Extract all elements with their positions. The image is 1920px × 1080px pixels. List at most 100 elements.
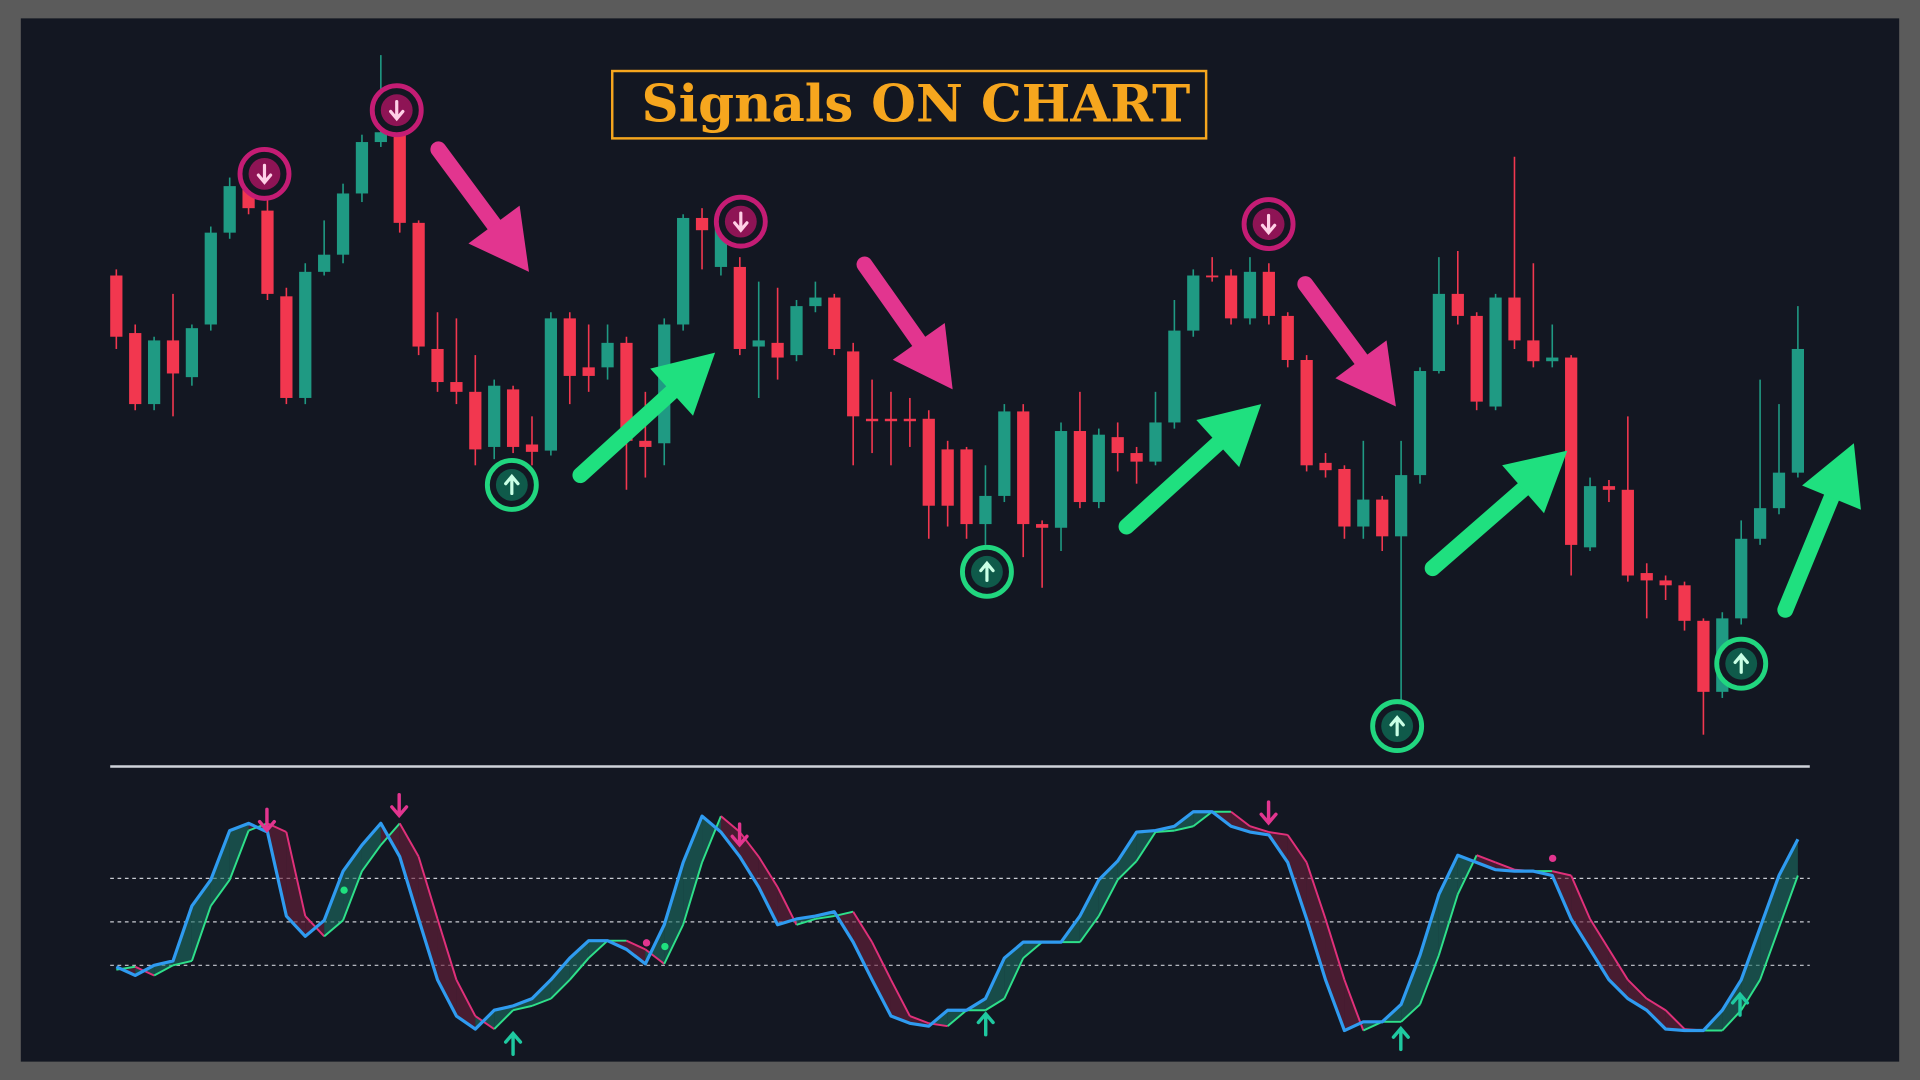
candle-body [525, 444, 539, 452]
buy-tick [1391, 1025, 1410, 1052]
signal-line [1778, 875, 1799, 928]
candle-body [1470, 315, 1483, 402]
sell-tick [730, 822, 749, 848]
signal-arrow [733, 211, 749, 233]
candle-body [1149, 422, 1162, 462]
band-fill [853, 911, 873, 980]
buy-tick [504, 1030, 523, 1056]
chart-title: Signals ON CHART [642, 74, 1191, 134]
candle-body [1168, 330, 1181, 423]
signal-line [172, 960, 193, 967]
candle-body [1092, 434, 1105, 503]
band-fill [739, 832, 759, 888]
candle-body [677, 217, 690, 325]
signal-line [871, 941, 892, 981]
candle-body [204, 232, 217, 325]
candle-body [1243, 271, 1257, 319]
band-fill [361, 823, 381, 872]
signal-line [531, 997, 552, 1007]
trend-arrow-head [650, 352, 716, 416]
candle-body [1376, 499, 1389, 537]
signal-line [1589, 918, 1610, 950]
buy-tick [1730, 991, 1750, 1017]
candle-body [1791, 348, 1805, 473]
band-fill [550, 958, 570, 999]
candle-body [147, 340, 161, 405]
candle-body [280, 296, 293, 398]
candle-body [790, 306, 803, 356]
candle-body [960, 449, 973, 525]
signal-line [342, 870, 363, 921]
signal-line [720, 815, 741, 833]
candle-body [1054, 431, 1068, 528]
signal-line [1117, 860, 1138, 881]
candle-body [129, 333, 142, 405]
candle-body [1262, 271, 1275, 316]
candle-body [1678, 585, 1691, 621]
band-fill [1722, 979, 1742, 1031]
band-fill [1646, 998, 1666, 1030]
sell-tick [390, 792, 409, 819]
signal-line [304, 915, 325, 938]
signal-arrow [1260, 213, 1277, 236]
candle-body [1659, 580, 1672, 586]
signal-line [1608, 948, 1629, 981]
cross-dot [642, 939, 651, 947]
candle-body [582, 367, 595, 376]
signal-line [436, 918, 458, 981]
candle-body [1073, 431, 1087, 503]
candle-body [1357, 499, 1370, 527]
trend-arrow-head [1502, 450, 1568, 514]
signal-line [890, 979, 911, 1017]
candle-body [695, 217, 709, 231]
signal-line [1155, 829, 1175, 834]
candle-body [431, 348, 444, 383]
signal-line [588, 939, 609, 959]
candle-body [884, 418, 898, 422]
candle-body [809, 297, 822, 307]
candle-body [318, 254, 331, 272]
signal-line [361, 844, 382, 872]
sell-tick [257, 807, 276, 833]
signal-line [1664, 1009, 1686, 1030]
candle-body [1036, 524, 1049, 528]
trend-arrow-shaft [1424, 478, 1535, 577]
candle-body [941, 449, 954, 506]
trend-arrow-head [1196, 404, 1262, 468]
title-box [611, 69, 1208, 140]
signal-line [852, 911, 873, 943]
band-fill [399, 823, 419, 919]
signal-line [1286, 834, 1308, 864]
band-fill [720, 816, 740, 857]
candle-body [1338, 468, 1351, 527]
signal-arrow [1733, 652, 1749, 674]
candle-body [299, 271, 312, 398]
candle-body [1697, 620, 1710, 692]
signal-line [210, 879, 231, 907]
candle-body [1508, 297, 1521, 341]
candle-body [412, 222, 425, 347]
candle-body [355, 142, 369, 194]
candle-body [1394, 475, 1408, 537]
signal-line [1495, 861, 1515, 871]
candle-body [488, 385, 501, 447]
signal-arrow [979, 560, 995, 582]
signal-line [190, 905, 212, 962]
band-fill [664, 862, 684, 964]
cross-dot [340, 886, 348, 894]
candle-body [1017, 411, 1030, 525]
candle-body [1527, 340, 1540, 362]
candle-body [1130, 453, 1143, 462]
signal-line [153, 964, 174, 977]
band-fill [1117, 832, 1137, 880]
candle-body [1451, 293, 1464, 316]
band-fill [872, 942, 891, 1017]
cross-dot [1548, 854, 1557, 863]
candle-body [1546, 357, 1559, 362]
signal-line [739, 831, 760, 858]
candle-body [1111, 437, 1124, 454]
band-fill [569, 940, 589, 980]
candle-body [1206, 275, 1219, 278]
candle-body [1413, 371, 1427, 476]
